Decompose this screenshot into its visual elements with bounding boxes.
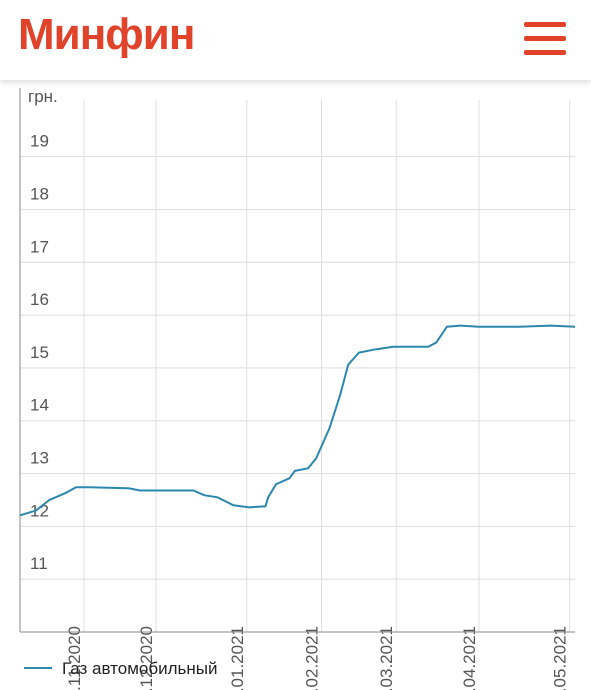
- menu-button[interactable]: [524, 22, 566, 56]
- x-tick-label: 05.05.2021: [551, 626, 570, 690]
- x-tick-label: 01.02.2021: [303, 626, 322, 690]
- y-tick-label: 14: [30, 396, 49, 415]
- y-tick-label: 19: [30, 132, 49, 151]
- data-line: [19, 324, 576, 517]
- y-tick-label: 13: [30, 449, 49, 468]
- x-tick-label: 01.04.2021: [460, 626, 479, 690]
- logo[interactable]: Минфин: [18, 10, 195, 59]
- y-tick-label: 17: [30, 237, 49, 256]
- y-tick-label: 11: [30, 554, 48, 573]
- y-tick-label: 18: [30, 184, 49, 203]
- x-tick-label: 04.11.2020: [65, 626, 84, 690]
- y-tick-label: 16: [30, 290, 49, 309]
- x-tick-label: 01.03.2021: [377, 626, 396, 690]
- x-tick-label: 04.01.2021: [228, 626, 247, 690]
- x-tick-label: 01.12.2020: [137, 626, 156, 690]
- header: Минфин: [0, 0, 591, 80]
- y-axis-label: грн.: [28, 87, 58, 106]
- legend-label: Газ автомобильный: [62, 659, 217, 678]
- y-tick-label: 12: [30, 501, 49, 520]
- y-tick-label: 15: [30, 343, 49, 362]
